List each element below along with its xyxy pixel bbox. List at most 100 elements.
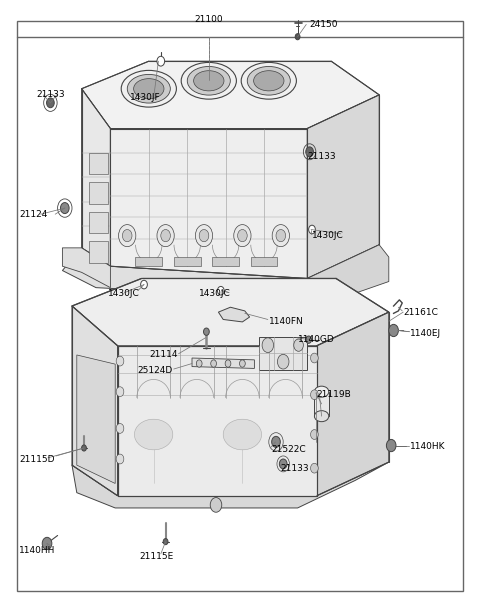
Circle shape: [47, 98, 54, 108]
Polygon shape: [192, 358, 254, 368]
Circle shape: [157, 225, 174, 247]
Polygon shape: [174, 257, 201, 266]
Polygon shape: [72, 462, 389, 508]
Text: 1140FN: 1140FN: [269, 317, 303, 326]
Text: 1140HK: 1140HK: [410, 442, 446, 451]
Circle shape: [60, 203, 69, 214]
Polygon shape: [218, 307, 250, 322]
Polygon shape: [118, 346, 317, 496]
Circle shape: [141, 280, 147, 289]
Circle shape: [211, 360, 216, 367]
Polygon shape: [82, 61, 379, 129]
Ellipse shape: [241, 62, 297, 99]
Text: 1430JC: 1430JC: [312, 231, 344, 240]
Text: 21115E: 21115E: [139, 553, 173, 561]
Ellipse shape: [133, 79, 164, 99]
Text: 21100: 21100: [194, 15, 223, 24]
Polygon shape: [89, 182, 108, 204]
Circle shape: [234, 225, 251, 247]
Circle shape: [294, 339, 303, 351]
Circle shape: [157, 56, 165, 66]
Text: 21133: 21133: [36, 91, 65, 99]
Ellipse shape: [247, 67, 290, 95]
Polygon shape: [89, 212, 108, 233]
Ellipse shape: [223, 419, 262, 450]
Circle shape: [272, 436, 280, 447]
Ellipse shape: [181, 62, 236, 99]
Polygon shape: [82, 89, 110, 266]
Circle shape: [386, 439, 396, 452]
Circle shape: [295, 34, 300, 40]
Circle shape: [311, 353, 318, 363]
Circle shape: [116, 424, 124, 433]
Ellipse shape: [127, 75, 170, 103]
Text: 1140GD: 1140GD: [298, 335, 335, 344]
Circle shape: [240, 360, 245, 367]
Polygon shape: [314, 392, 329, 416]
Polygon shape: [72, 306, 118, 496]
Ellipse shape: [314, 386, 329, 397]
Polygon shape: [110, 129, 307, 278]
Text: 21522C: 21522C: [271, 446, 306, 454]
Polygon shape: [212, 257, 239, 266]
Text: 21124: 21124: [19, 210, 48, 218]
Circle shape: [210, 498, 222, 512]
Text: 1140EJ: 1140EJ: [410, 329, 442, 338]
Polygon shape: [307, 95, 379, 278]
Circle shape: [119, 225, 136, 247]
Text: 24150: 24150: [310, 20, 338, 29]
Circle shape: [204, 328, 209, 335]
Circle shape: [311, 430, 318, 439]
Ellipse shape: [253, 71, 284, 91]
Circle shape: [225, 360, 231, 367]
Circle shape: [163, 539, 168, 545]
Circle shape: [116, 387, 124, 397]
Polygon shape: [317, 312, 389, 496]
Ellipse shape: [134, 419, 173, 450]
Circle shape: [306, 147, 313, 157]
Circle shape: [311, 390, 318, 400]
Text: 1430JC: 1430JC: [108, 289, 140, 298]
Ellipse shape: [193, 71, 224, 91]
Circle shape: [276, 230, 286, 242]
Circle shape: [195, 225, 213, 247]
Circle shape: [82, 445, 86, 451]
Circle shape: [42, 537, 52, 550]
Circle shape: [311, 463, 318, 473]
Circle shape: [116, 454, 124, 464]
Text: 1430JC: 1430JC: [199, 289, 231, 298]
Text: 25124D: 25124D: [138, 366, 173, 375]
Circle shape: [116, 356, 124, 366]
Text: 21115D: 21115D: [19, 455, 55, 463]
Polygon shape: [62, 248, 110, 288]
Polygon shape: [89, 241, 108, 263]
Polygon shape: [259, 337, 307, 370]
Polygon shape: [135, 257, 162, 266]
Circle shape: [277, 354, 289, 369]
Circle shape: [238, 230, 247, 242]
Polygon shape: [62, 245, 379, 297]
Text: 21114: 21114: [149, 351, 178, 359]
Polygon shape: [89, 153, 108, 174]
Text: 21119B: 21119B: [317, 390, 351, 399]
Text: 21161C: 21161C: [403, 308, 438, 316]
Text: 21133: 21133: [281, 464, 310, 472]
Text: 1140HH: 1140HH: [19, 547, 56, 555]
Polygon shape: [307, 245, 389, 300]
Ellipse shape: [187, 67, 230, 95]
Circle shape: [199, 230, 209, 242]
Polygon shape: [251, 257, 277, 266]
Ellipse shape: [314, 411, 329, 422]
Ellipse shape: [121, 70, 177, 107]
Circle shape: [122, 230, 132, 242]
Circle shape: [309, 225, 315, 234]
Circle shape: [196, 360, 202, 367]
Circle shape: [272, 225, 289, 247]
Circle shape: [217, 286, 224, 295]
Circle shape: [306, 336, 312, 343]
Text: 1430JF: 1430JF: [130, 94, 160, 102]
Circle shape: [279, 459, 287, 469]
Circle shape: [389, 324, 398, 337]
Circle shape: [262, 338, 274, 353]
Polygon shape: [72, 278, 389, 346]
